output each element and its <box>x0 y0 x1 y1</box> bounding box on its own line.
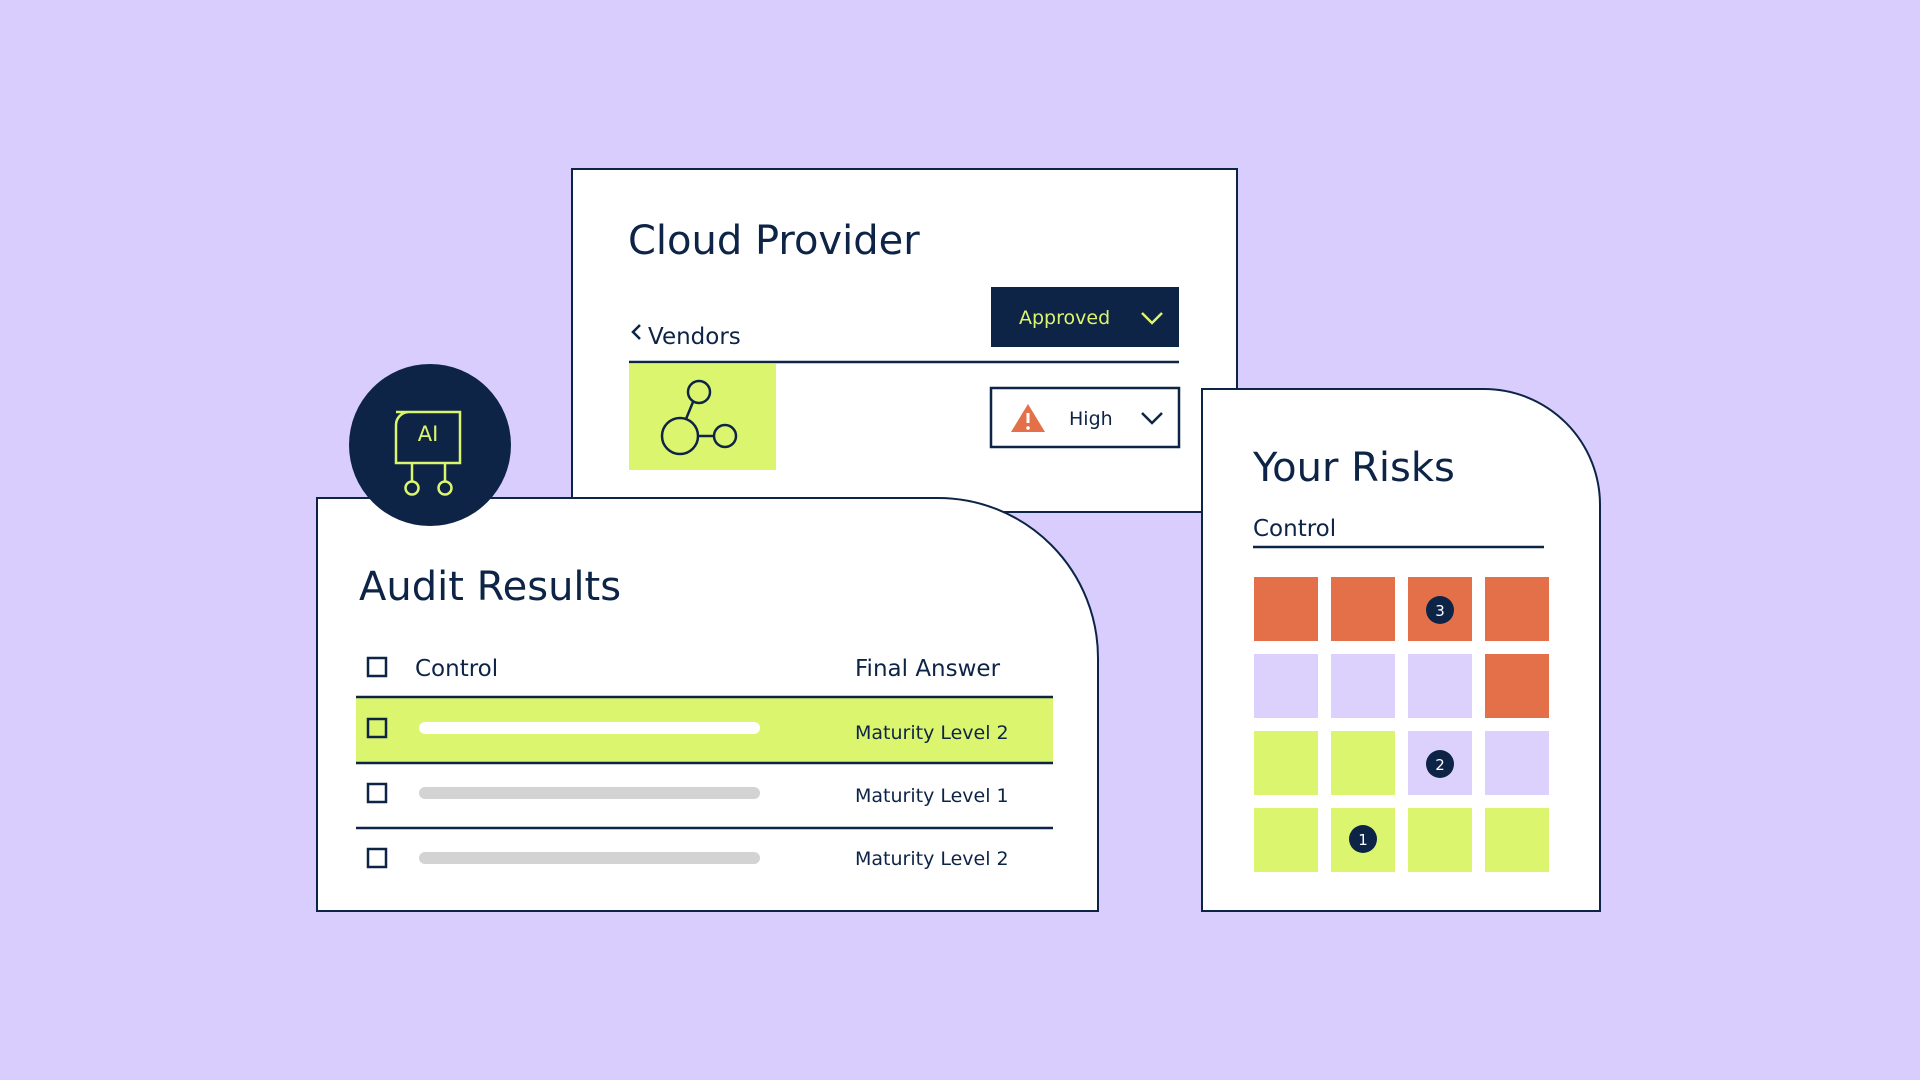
risk-marker: 1 <box>1358 831 1368 849</box>
risks-card: Your Risks Control 3 2 1 <box>1201 388 1601 912</box>
card-title: Cloud Provider <box>628 218 920 264</box>
answer: Maturity Level 2 <box>855 848 1009 870</box>
back-link[interactable]: Vendors <box>648 324 741 350</box>
risk-marker: 3 <box>1435 602 1445 620</box>
back-icon <box>631 324 641 340</box>
answer: Maturity Level 1 <box>855 785 1009 807</box>
column-header: Control <box>415 656 498 682</box>
checkbox[interactable] <box>366 656 388 678</box>
card-title: Audit Results <box>359 564 621 610</box>
answer: Maturity Level 2 <box>855 722 1009 744</box>
card-title: Your Risks <box>1252 445 1455 491</box>
risk-value: High <box>1069 408 1113 430</box>
checkbox[interactable] <box>366 717 388 739</box>
checkbox[interactable] <box>366 847 388 869</box>
cloud-card: Cloud Provider Vendors Approved High <box>571 168 1238 513</box>
column-header: Final Answer <box>855 656 1001 682</box>
risk-marker: 2 <box>1435 756 1445 774</box>
badge-label: AI <box>418 422 439 446</box>
ai-badge: AI <box>349 364 511 526</box>
audit-card: Audit Results Control Final Answer Matur… <box>316 497 1099 912</box>
status-value: Approved <box>1019 307 1110 329</box>
vendor-icon <box>629 364 776 470</box>
checkbox[interactable] <box>366 782 388 804</box>
card-subtitle: Control <box>1253 516 1336 542</box>
